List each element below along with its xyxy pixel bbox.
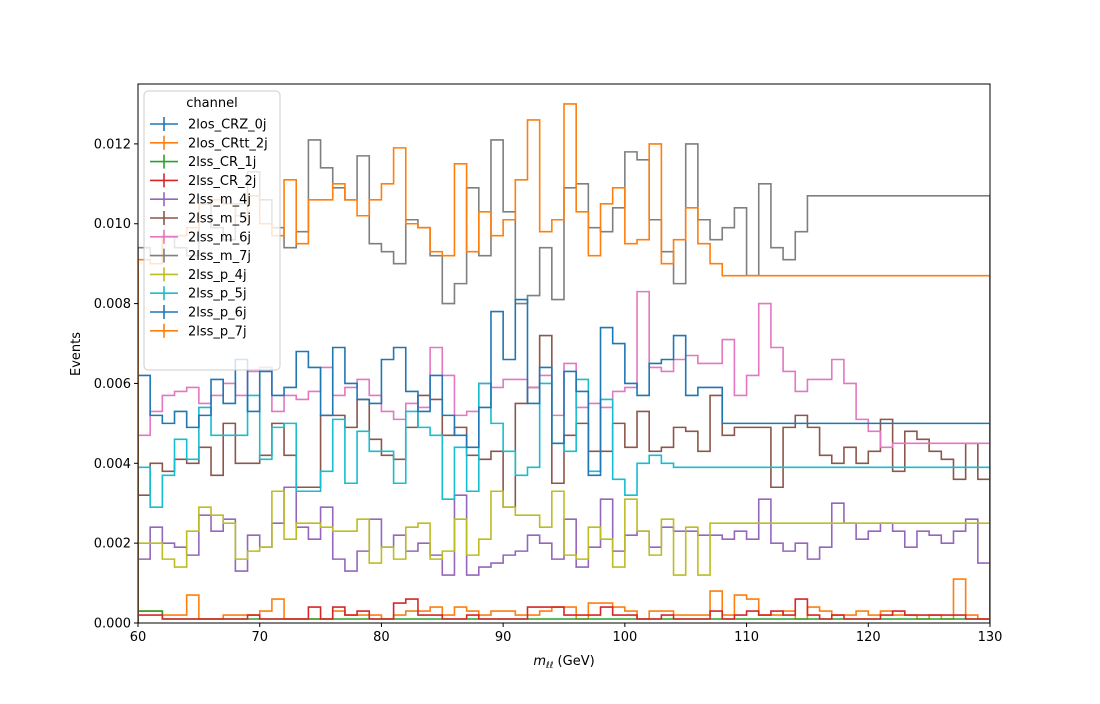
series-line-2lss_p_4j [138,490,990,623]
series-line-2los_CRtt_2j [138,578,990,623]
y-tick-label: 0.000 [94,617,131,632]
legend-title: channel [186,96,237,111]
legend-label: 2lss_p_7j [188,324,247,339]
legend-label: 2los_CRtt_2j [188,136,268,151]
legend-items: 2los_CRZ_0j 2los_CRtt_2j 2lss_CR_1j 2lss_CR… [150,117,268,339]
legend-item-2lss_m_6j: 2lss_m_6j [150,229,251,245]
y-axis: 0.000 0.002 0.004 0.006 0.008 0.010 0.012 [94,137,138,632]
x-tick-label: 80 [373,630,390,645]
series-line-2lss_m_5j [138,334,990,623]
y-axis-label: Events [69,332,84,376]
legend-item-2los_CRZ_0j: 2los_CRZ_0j [150,117,267,133]
x-tick-label: 110 [734,630,759,645]
legend-label: 2lss_p_5j [188,287,247,302]
legend-item-2lss_p_7j: 2lss_p_7j [150,323,247,339]
legend-label: 2lss_m_4j [188,193,251,208]
x-tick-label: 130 [978,630,1003,645]
legend-item-2los_CRtt_2j: 2los_CRtt_2j [150,135,268,151]
x-tick-label: 60 [130,630,147,645]
x-tick-label: 100 [612,630,637,645]
legend-label: 2lss_CR_2j [188,174,256,189]
legend-item-2lss_m_5j: 2lss_m_5j [150,211,251,227]
legend-label: 2lss_CR_1j [188,155,256,170]
y-tick-label: 0.008 [94,297,131,312]
legend-item-2lss_m_7j: 2lss_m_7j [150,248,251,264]
y-tick-label: 0.006 [94,377,131,392]
x-tick-label: 90 [495,630,512,645]
legend-label: 2lss_p_6j [188,306,247,321]
y-tick-label: 0.002 [94,537,131,552]
y-tick-label: 0.004 [94,457,131,472]
legend-label: 2lss_m_5j [188,212,251,227]
series-line-2lss_CR_2j [138,598,990,623]
x-tick-label: 70 [251,630,268,645]
legend-box [143,90,281,371]
series-line-2lss_p_6j [138,298,990,623]
legend-item-2lss_CR_2j: 2lss_CR_2j [150,173,256,189]
legend-label: 2lss_m_6j [188,230,251,245]
legend-item-2lss_p_4j: 2lss_p_4j [150,267,247,283]
y-tick-label: 0.012 [94,137,131,152]
legend-item-2lss_p_5j: 2lss_p_5j [150,286,247,302]
series-line-2lss_p_5j [138,378,990,623]
x-axis: 60 70 80 90 100 110 120 130 [130,623,1003,645]
x-axis-label: mℓℓ (GeV) [533,654,594,671]
x-tick-label: 120 [856,630,881,645]
legend-label: 2lss_m_7j [188,249,251,264]
legend-label: 2lss_p_4j [188,268,247,283]
legend-item-2lss_m_4j: 2lss_m_4j [150,192,251,208]
legend-label: 2los_CRZ_0j [188,118,267,133]
plot-frame [137,83,991,624]
legend: channel 2los_CRZ_0j 2los_CRtt_2j 2lss_CR_1… [143,90,281,371]
y-tick-label: 0.010 [94,217,131,232]
legend-item-2lss_p_6j: 2lss_p_6j [150,305,247,321]
legend-item-2lss_CR_1j: 2lss_CR_1j [150,154,256,170]
